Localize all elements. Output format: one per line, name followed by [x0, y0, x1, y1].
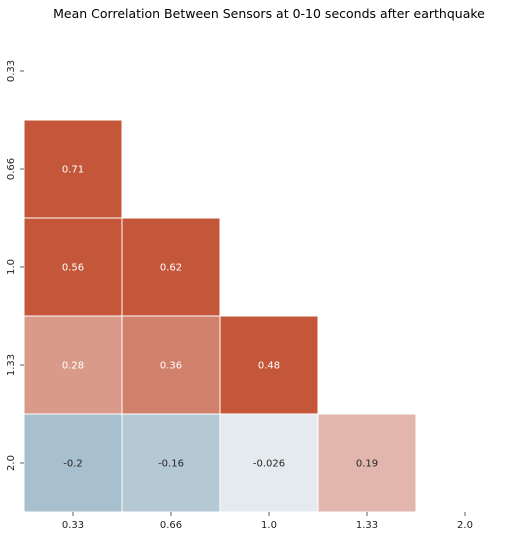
heatmap-cell	[121, 315, 221, 415]
cell-value-label: 0.19	[356, 459, 378, 470]
cell-value-label: 0.71	[62, 165, 84, 176]
heatmap-cell	[121, 217, 221, 317]
heatmap-cell	[317, 413, 417, 513]
y-tick-label: 1.33	[6, 354, 17, 376]
heatmap-cells: 0.71 0.56 0.62 0.28 0.36 0.48 -0.2 -0.16 -0.026 0…	[23, 119, 417, 513]
x-tick-label: 0.66	[160, 520, 182, 531]
cell-value-label: -0.026	[253, 459, 285, 470]
x-axis: 0.33 0.66 1.0 1.33 2.0	[62, 512, 473, 531]
heatmap-cell	[23, 315, 123, 415]
heatmap-cell	[23, 119, 123, 219]
heatmap-cell	[121, 413, 221, 513]
cell-value-label: 0.28	[62, 361, 84, 372]
cell-value-label: 0.62	[160, 263, 182, 274]
heatmap-cell	[23, 217, 123, 317]
cell-value-label: 0.36	[160, 361, 182, 372]
cell-value-label: -0.2	[63, 459, 83, 470]
x-tick-label: 2.0	[457, 520, 473, 531]
y-tick-label: 1.0	[6, 259, 17, 275]
x-tick-label: 1.33	[356, 520, 378, 531]
cell-value-label: -0.16	[158, 459, 184, 470]
heatmap-cell	[219, 315, 319, 415]
y-axis: 0.33 0.66 1.0 1.33 2.0	[6, 60, 24, 471]
y-tick-label: 0.33	[6, 60, 17, 82]
chart-title: Mean Correlation Between Sensors at 0-10…	[53, 6, 485, 21]
x-tick-label: 1.0	[261, 520, 277, 531]
cell-value-label: 0.56	[62, 263, 84, 274]
cell-value-label: 0.48	[258, 361, 280, 372]
y-tick-label: 0.66	[6, 158, 17, 180]
y-tick-label: 2.0	[6, 455, 17, 471]
x-tick-label: 0.33	[62, 520, 84, 531]
